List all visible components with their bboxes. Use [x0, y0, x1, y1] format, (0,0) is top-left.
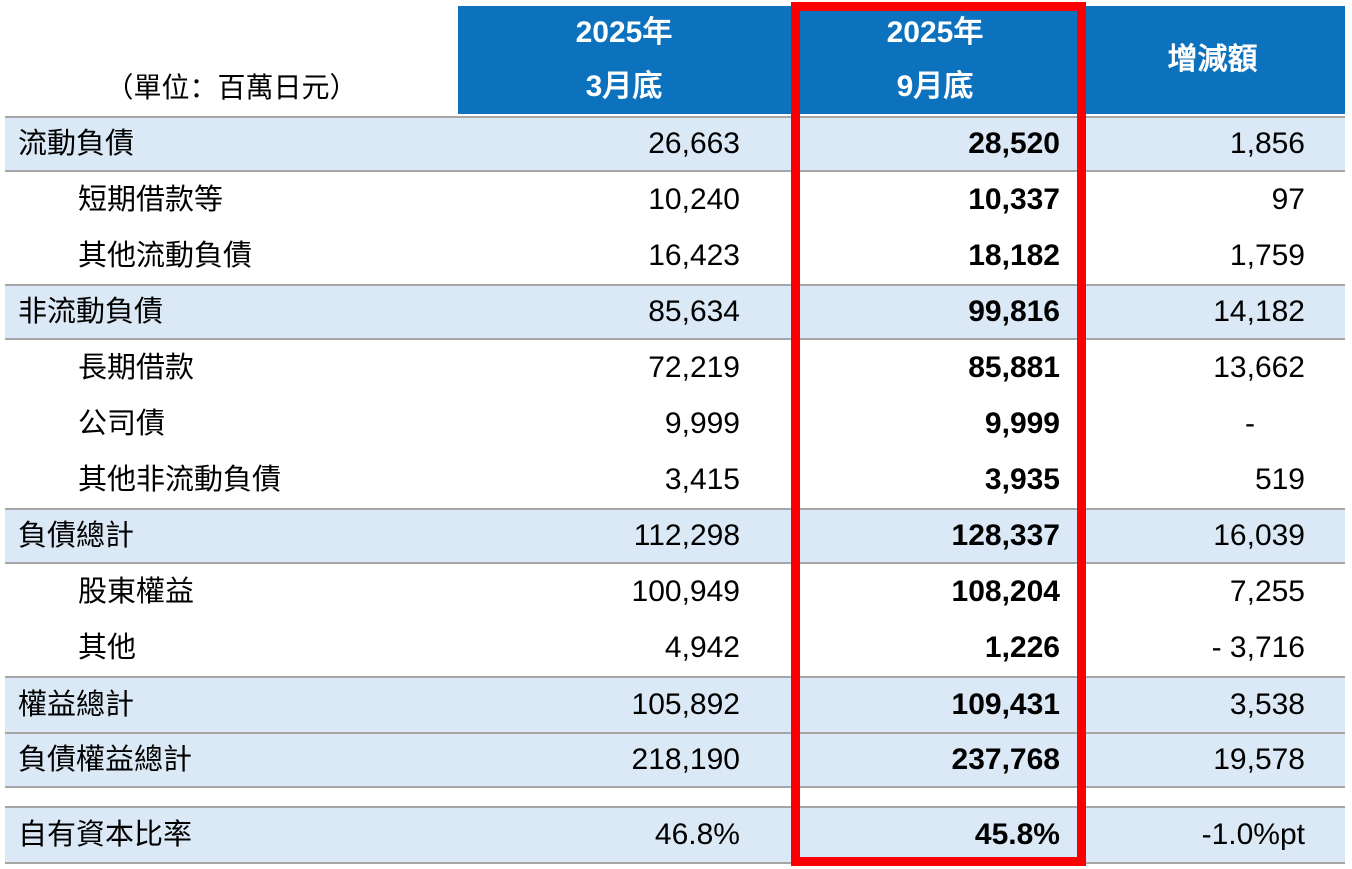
table-row-other-current-liabilities: 其他流動負債 16,423 18,182 1,759: [5, 228, 1345, 284]
value-2025-03: 218,190: [631, 743, 740, 776]
value-change: 14,182: [1213, 295, 1305, 328]
header-year: 2025年: [886, 16, 984, 49]
value-2025-09: 85,881: [968, 351, 1060, 384]
value-2025-03: 72,219: [648, 351, 740, 384]
value-change: - 3,716: [1211, 631, 1305, 664]
value-change: 3,538: [1229, 688, 1305, 721]
value-2025-09: 99,816: [968, 295, 1060, 328]
value-change: 97: [1271, 183, 1305, 216]
table-row-shareholders-equity: 股東權益 100,949 108,204 7,255: [5, 564, 1345, 620]
value-change: 19,578: [1213, 743, 1305, 776]
row-label: 自有資本比率: [18, 818, 193, 851]
value-2025-09: 109,431: [951, 688, 1060, 721]
value-change: 519: [1254, 463, 1305, 496]
table-row-long-term-borrowings: 長期借款 72,219 85,881 13,662: [5, 340, 1345, 396]
table-row-current-liabilities: 流動負債 26,663 28,520 1,856: [5, 116, 1345, 172]
row-label: 負債總計: [18, 519, 135, 552]
value-2025-09: 128,337: [951, 519, 1060, 552]
column-header-change: 增減額: [1080, 6, 1345, 114]
row-label: 流動負債: [18, 127, 135, 160]
value-2025-03: 85,634: [648, 295, 740, 328]
value-change: 1,856: [1229, 127, 1305, 160]
unit-label: （單位：百萬日元）: [105, 72, 358, 103]
value-2025-03: 112,298: [633, 519, 740, 552]
table-row-total-liabilities-and-equity: 負債權益總計 218,190 237,768 19,578: [5, 732, 1345, 788]
row-label: 公司債: [78, 407, 166, 440]
table-row-total-equity: 權益總計 105,892 109,431 3,538: [5, 676, 1345, 732]
value-2025-09: 10,337: [968, 183, 1060, 216]
row-label: 長期借款: [78, 351, 195, 384]
value-2025-03: 3,415: [664, 463, 740, 496]
table-row-equity-ratio: 自有資本比率 46.8% 45.8% -1.0%pt: [5, 806, 1345, 864]
table-header: 2025年 3月底 2025年 9月底 增減額: [458, 6, 1345, 114]
row-label: 非流動負債: [18, 295, 164, 328]
table-row-other-equity: 其他 4,942 1,226 - 3,716: [5, 620, 1345, 676]
table-body: 流動負債 26,663 28,520 1,856 短期借款等 10,240 10…: [5, 116, 1345, 864]
value-2025-03: 46.8%: [654, 818, 740, 851]
row-label: 其他流動負債: [78, 239, 253, 272]
value-2025-03: 9,999: [664, 407, 740, 440]
row-label: 股東權益: [78, 575, 195, 608]
header-period: 3月底: [585, 70, 663, 103]
column-header-2025-09: 2025年 9月底: [790, 6, 1080, 114]
value-2025-03: 10,240: [648, 183, 740, 216]
value-change: -1.0%pt: [1201, 818, 1305, 851]
value-2025-09: 45.8%: [974, 818, 1060, 851]
row-label: 短期借款等: [78, 183, 224, 216]
column-header-2025-03: 2025年 3月底: [458, 6, 790, 114]
header-year: 2025年: [575, 16, 673, 49]
row-label: 負債權益總計: [18, 743, 193, 776]
value-change: 16,039: [1213, 519, 1305, 552]
value-2025-03: 4,942: [664, 631, 740, 664]
value-2025-09: 108,204: [951, 575, 1060, 608]
table-row-other-noncurrent-liabilities: 其他非流動負債 3,415 3,935 519: [5, 452, 1345, 508]
value-change: 7,255: [1229, 575, 1305, 608]
value-change: -: [1245, 407, 1255, 440]
value-2025-09: 9,999: [984, 407, 1060, 440]
table-row-short-term-borrowings: 短期借款等 10,240 10,337 97: [5, 172, 1345, 228]
row-label: 其他: [78, 631, 137, 664]
table-spacer: [5, 788, 1345, 806]
table-row-corporate-bonds: 公司債 9,999 9,999 -: [5, 396, 1345, 452]
value-2025-09: 28,520: [968, 127, 1060, 160]
table-row-noncurrent-liabilities: 非流動負債 85,634 99,816 14,182: [5, 284, 1345, 340]
value-change: 1,759: [1229, 239, 1305, 272]
value-2025-03: 100,949: [631, 575, 740, 608]
value-2025-09: 18,182: [968, 239, 1060, 272]
value-2025-09: 237,768: [951, 743, 1060, 776]
value-2025-09: 1,226: [984, 631, 1060, 664]
value-change: 13,662: [1213, 351, 1305, 384]
value-2025-03: 105,892: [631, 688, 740, 721]
value-2025-03: 26,663: [648, 127, 740, 160]
table-row-total-liabilities: 負債總計 112,298 128,337 16,039: [5, 508, 1345, 564]
value-2025-09: 3,935: [984, 463, 1060, 496]
row-label: 其他非流動負債: [78, 463, 282, 496]
header-change-label: 增減額: [1167, 43, 1258, 76]
value-2025-03: 16,423: [648, 239, 740, 272]
header-period: 9月底: [896, 70, 974, 103]
row-label: 權益總計: [18, 688, 135, 721]
